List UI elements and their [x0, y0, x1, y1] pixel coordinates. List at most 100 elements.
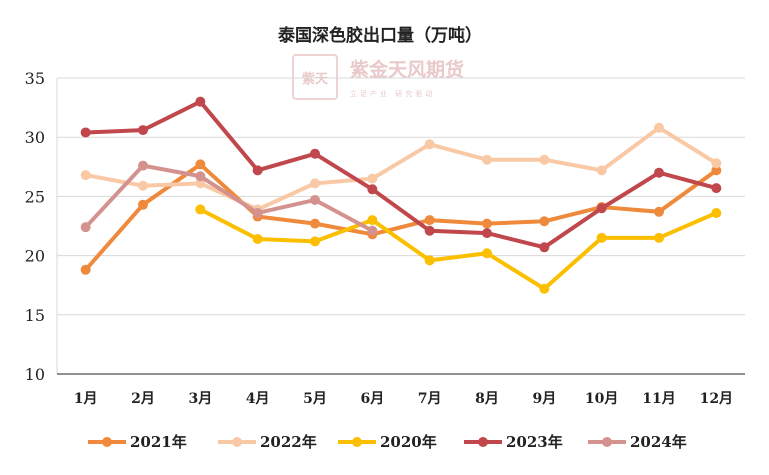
data-point [367, 184, 378, 195]
data-point [195, 171, 206, 182]
x-tick-label: 5月 [303, 391, 327, 407]
series-3 [80, 96, 722, 253]
x-tick-label: 10月 [585, 391, 618, 407]
legend-item: 2024年 [588, 433, 687, 451]
data-point [138, 180, 148, 191]
x-tick-label: 7月 [418, 391, 442, 407]
series-2 [195, 204, 722, 294]
y-tick-label: 30 [25, 128, 45, 147]
watermark: 紫天 紫金天风期货 立足产业 研究驱动 [292, 54, 464, 100]
data-point [654, 122, 664, 133]
data-point [596, 203, 607, 214]
y-tick-label: 15 [25, 306, 45, 325]
data-point [310, 236, 320, 247]
x-tick-label: 12月 [700, 391, 733, 407]
data-point [195, 96, 206, 107]
series-line [83, 99, 719, 250]
data-point [539, 154, 550, 165]
chart-title: 泰国深色胶出口量（万吨） [278, 25, 482, 46]
data-point [482, 218, 492, 229]
data-point [80, 170, 91, 181]
x-tick-label: 8月 [475, 391, 499, 407]
data-point [424, 139, 435, 150]
legend-label: 2021年 [130, 433, 187, 451]
series-line [198, 207, 719, 291]
x-tick-label: 9月 [532, 391, 556, 407]
data-point [80, 222, 91, 233]
data-point [195, 178, 206, 189]
x-tick-label: 11月 [642, 391, 675, 407]
data-point [310, 178, 320, 189]
data-point [424, 225, 435, 236]
data-point [539, 216, 550, 227]
y-axis-ticks: 10 15 20 25 30 35 [25, 69, 45, 384]
x-tick-label: 6月 [360, 391, 384, 407]
watermark-brand: 紫金天风期货 [350, 58, 464, 81]
data-point [711, 158, 722, 169]
series-line [83, 125, 719, 212]
legend-item: 2020年 [338, 433, 437, 451]
y-tick-label: 35 [25, 69, 45, 88]
data-point [711, 165, 722, 176]
legend-swatch-marker [478, 437, 488, 447]
y-tick-label: 20 [25, 247, 45, 266]
data-point [138, 199, 148, 210]
data-point [367, 173, 378, 184]
legend-swatch-marker [232, 437, 242, 447]
watermark-slogan: 立足产业 研究驱动 [350, 89, 435, 98]
legend-swatch-marker [352, 437, 362, 447]
data-point [195, 159, 206, 170]
series [80, 96, 722, 294]
data-point [252, 165, 263, 176]
data-point [482, 248, 492, 259]
data-point [80, 264, 91, 275]
data-point [482, 154, 492, 165]
x-axis-ticks: 1月 2月 3月 4月 5月 6月 7月 8月 9月 10月 11月 12月 [74, 391, 733, 407]
legend-label: 2024年 [630, 433, 687, 451]
series-0 [80, 159, 722, 275]
x-tick-label: 3月 [188, 391, 212, 407]
data-point [310, 218, 320, 229]
data-point [539, 283, 550, 294]
data-point [138, 160, 148, 171]
data-point [424, 255, 435, 266]
legend-swatch-marker [102, 437, 112, 447]
data-point [654, 232, 664, 243]
watermark-logo-icon: 紫天 [302, 71, 329, 87]
data-point [310, 148, 320, 159]
data-point [424, 215, 435, 226]
legend-label: 2022年 [260, 433, 317, 451]
series-line [83, 163, 375, 233]
y-tick-label: 10 [25, 365, 45, 384]
legend-item: 2023年 [464, 433, 563, 451]
series-4 [80, 160, 378, 236]
x-tick-label: 4月 [246, 391, 270, 407]
series-line [83, 162, 719, 272]
data-point [252, 207, 263, 218]
data-point [711, 207, 722, 218]
legend-label: 2020年 [380, 433, 437, 451]
data-point [596, 165, 607, 176]
data-point [711, 183, 722, 194]
data-point [138, 125, 148, 136]
x-tick-label: 1月 [74, 391, 98, 407]
data-point [252, 234, 263, 245]
watermark-logo-box [292, 54, 338, 100]
data-point [482, 228, 492, 239]
data-point [195, 204, 206, 215]
grid [56, 77, 745, 375]
data-point [367, 225, 378, 236]
data-point [310, 194, 320, 205]
legend-item: 2022年 [218, 433, 317, 451]
legend: 2021年 2022年 2020年 2023年 2024年 [88, 433, 687, 451]
data-point [596, 232, 607, 243]
data-point [654, 206, 664, 217]
series-1 [80, 122, 722, 215]
data-point [654, 167, 664, 178]
data-point [539, 242, 550, 253]
legend-label: 2023年 [506, 433, 563, 451]
data-point [367, 215, 378, 226]
y-tick-label: 25 [25, 187, 45, 206]
legend-item: 2021年 [88, 433, 187, 451]
